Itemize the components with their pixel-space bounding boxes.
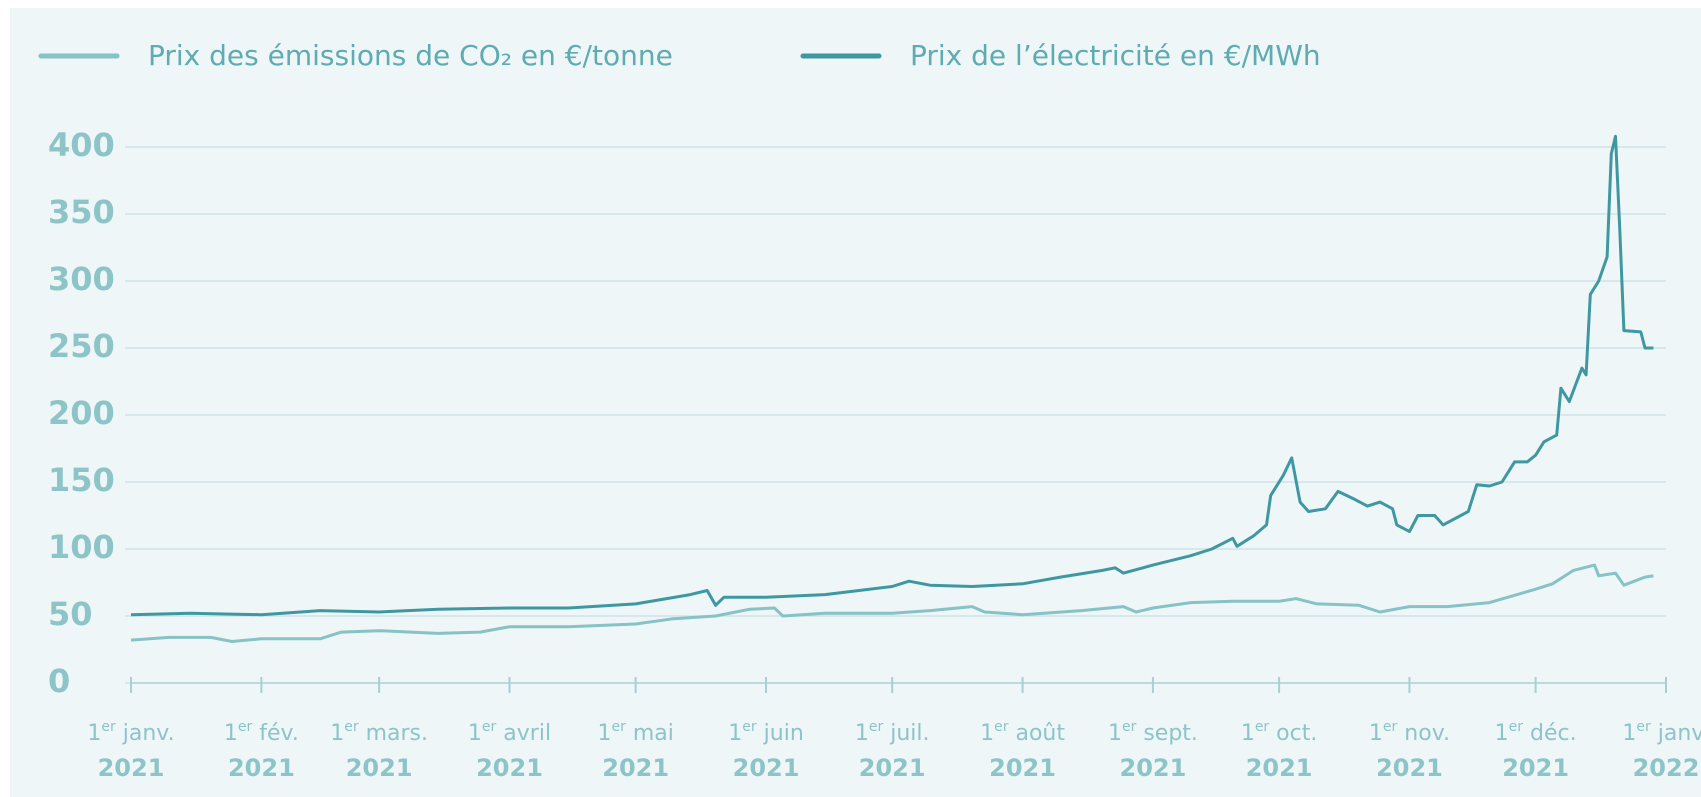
y-tick-label: 200 [48, 394, 115, 432]
x-tick-year: 2021 [1120, 754, 1187, 782]
y-tick-label: 50 [48, 595, 93, 633]
tick-month: oct. [1269, 721, 1317, 746]
series-line [130, 563, 1654, 643]
tick-month: avril [496, 721, 551, 746]
x-tick-label: 1er mars. [330, 719, 428, 746]
tick-month: juin [757, 721, 804, 746]
x-tick-year: 2021 [1502, 754, 1569, 782]
tick-sup: er [1255, 719, 1270, 735]
x-tick-year: 2021 [228, 754, 295, 782]
x-tick-label: 1er mai [597, 719, 673, 746]
x-tick-year: 2021 [989, 754, 1056, 782]
x-tick-year: 2021 [98, 754, 165, 782]
tick-day: 1 [1108, 721, 1122, 746]
tick-month: mars. [359, 721, 428, 746]
x-tick-year: 2021 [859, 754, 926, 782]
x-tick-year: 2021 [1246, 754, 1313, 782]
x-tick-label: 1er nov. [1369, 719, 1450, 746]
x-tick-year: 2021 [733, 754, 800, 782]
tick-day: 1 [597, 721, 611, 746]
tick-month: nov. [1397, 721, 1450, 746]
tick-sup: er [742, 719, 757, 735]
tick-month: août [1008, 721, 1065, 746]
tick-sup: er [1383, 719, 1398, 735]
tick-month: sept. [1136, 721, 1198, 746]
tick-day: 1 [855, 721, 869, 746]
tick-day: 1 [1241, 721, 1255, 746]
y-tick-label: 300 [48, 260, 115, 298]
x-tick-label: 1er oct. [1241, 719, 1318, 746]
y-tick-label: 400 [48, 126, 115, 164]
x-tick-label: 1er janv. [1622, 719, 1701, 746]
y-tick-label: 350 [48, 193, 115, 231]
x-tick-year: 2021 [346, 754, 413, 782]
tick-day: 1 [224, 721, 238, 746]
y-tick-label: 100 [48, 528, 115, 566]
tick-month: mai [626, 721, 674, 746]
tick-day: 1 [1622, 721, 1636, 746]
tick-day: 1 [980, 721, 994, 746]
x-tick-label: 1er juin [728, 719, 803, 746]
x-tick-label: 1er déc. [1495, 719, 1577, 746]
tick-sup: er [238, 719, 253, 735]
tick-sup: er [611, 719, 626, 735]
tick-month: janv. [1651, 721, 1701, 746]
x-tick-year: 2021 [602, 754, 669, 782]
tick-month: juil. [883, 721, 929, 746]
x-tick-label: 1er juil. [855, 719, 930, 746]
tick-month: déc. [1523, 721, 1577, 746]
tick-day: 1 [728, 721, 742, 746]
tick-sup: er [482, 719, 497, 735]
y-tick-label: 250 [48, 327, 115, 365]
tick-day: 1 [330, 721, 344, 746]
tick-sup: er [344, 719, 359, 735]
x-tick-label: 1er fév. [224, 719, 299, 746]
x-tick-year: 2021 [476, 754, 543, 782]
panel [10, 8, 1701, 797]
x-tick-label: 1er sept. [1108, 719, 1198, 746]
tick-day: 1 [468, 721, 482, 746]
x-tick-label: 1er janv. [87, 719, 174, 746]
x-tick-label: 1er août [980, 719, 1065, 746]
tick-sup: er [101, 719, 116, 735]
y-tick-label: 0 [48, 662, 70, 700]
tick-sup: er [1122, 719, 1137, 735]
tick-sup: er [994, 719, 1009, 735]
series-line [130, 134, 1654, 617]
tick-month: janv. [116, 721, 175, 746]
tick-day: 1 [1369, 721, 1383, 746]
legend-label: Prix de l’électricité en €/MWh [910, 39, 1321, 72]
x-tick-label: 1er avril [468, 719, 551, 746]
x-tick-year: 2021 [1376, 754, 1443, 782]
y-tick-label: 150 [48, 461, 115, 499]
tick-sup: er [869, 719, 884, 735]
tick-sup: er [1509, 719, 1524, 735]
tick-sup: er [1636, 719, 1651, 735]
tick-day: 1 [87, 721, 101, 746]
tick-month: fév. [252, 721, 299, 746]
legend-label: Prix des émissions de CO₂ en €/tonne [148, 39, 673, 72]
tick-day: 1 [1495, 721, 1509, 746]
x-tick-year: 2022 [1633, 754, 1700, 782]
